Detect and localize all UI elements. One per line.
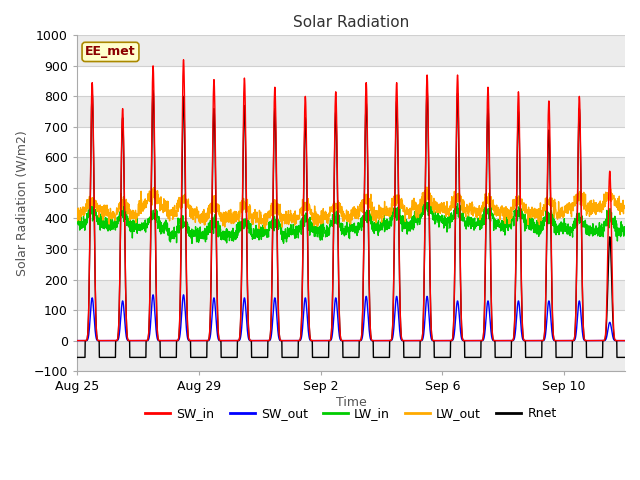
Rnet	[73, 355, 81, 360]
LW_out	[369, 210, 376, 216]
Legend: SW_in, SW_out, LW_in, LW_out, Rnet: SW_in, SW_out, LW_in, LW_out, Rnet	[140, 402, 562, 425]
Bar	[77, 218, 625, 249]
SW_in	[73, 338, 81, 344]
SW_in	[369, 338, 376, 344]
LW_in	[159, 225, 167, 231]
LW_in	[550, 230, 558, 236]
LW_in	[188, 240, 196, 246]
SW_out	[126, 338, 134, 344]
LW_out	[261, 226, 269, 231]
Bar	[77, 341, 625, 371]
SW_in	[195, 338, 202, 344]
SW_in	[159, 338, 167, 344]
Rnet	[195, 355, 202, 360]
Text: EE_met: EE_met	[85, 46, 136, 59]
LW_out	[621, 203, 628, 208]
Line: LW_in: LW_in	[77, 198, 625, 243]
LW_in	[621, 230, 628, 236]
LW_out	[195, 210, 202, 216]
LW_in	[126, 220, 134, 226]
Rnet	[272, 142, 280, 148]
Rnet	[149, 87, 157, 93]
X-axis label: Time: Time	[335, 396, 366, 409]
Rnet	[621, 355, 628, 360]
SW_out	[149, 292, 157, 298]
LW_in	[195, 240, 202, 245]
Title: Solar Radiation: Solar Radiation	[293, 15, 409, 30]
Line: LW_out: LW_out	[77, 186, 625, 228]
LW_out	[605, 183, 613, 189]
LW_out	[126, 216, 134, 222]
Rnet	[159, 355, 167, 360]
Bar	[77, 279, 625, 310]
SW_out	[73, 338, 81, 344]
LW_out	[159, 204, 167, 209]
Line: SW_out: SW_out	[77, 295, 625, 341]
SW_in	[272, 124, 280, 130]
SW_out	[369, 338, 376, 344]
Y-axis label: Solar Radiation (W/m2): Solar Radiation (W/m2)	[15, 131, 28, 276]
SW_out	[159, 338, 167, 344]
Bar	[77, 96, 625, 127]
SW_in	[621, 338, 628, 344]
LW_in	[272, 217, 280, 223]
SW_in	[126, 338, 134, 344]
Line: Rnet: Rnet	[77, 90, 625, 358]
LW_out	[73, 210, 81, 216]
Rnet	[369, 338, 376, 344]
Bar	[77, 157, 625, 188]
SW_out	[621, 338, 628, 344]
LW_out	[272, 209, 280, 215]
SW_out	[195, 338, 202, 344]
Rnet	[550, 337, 558, 343]
Rnet	[126, 355, 134, 360]
SW_out	[272, 301, 280, 307]
LW_in	[369, 226, 376, 232]
LW_in	[422, 195, 429, 201]
Line: SW_in: SW_in	[77, 60, 625, 341]
SW_in	[550, 337, 558, 343]
SW_in	[180, 57, 188, 62]
Bar	[77, 36, 625, 66]
LW_in	[73, 218, 81, 224]
LW_out	[550, 203, 558, 208]
SW_out	[550, 337, 558, 343]
